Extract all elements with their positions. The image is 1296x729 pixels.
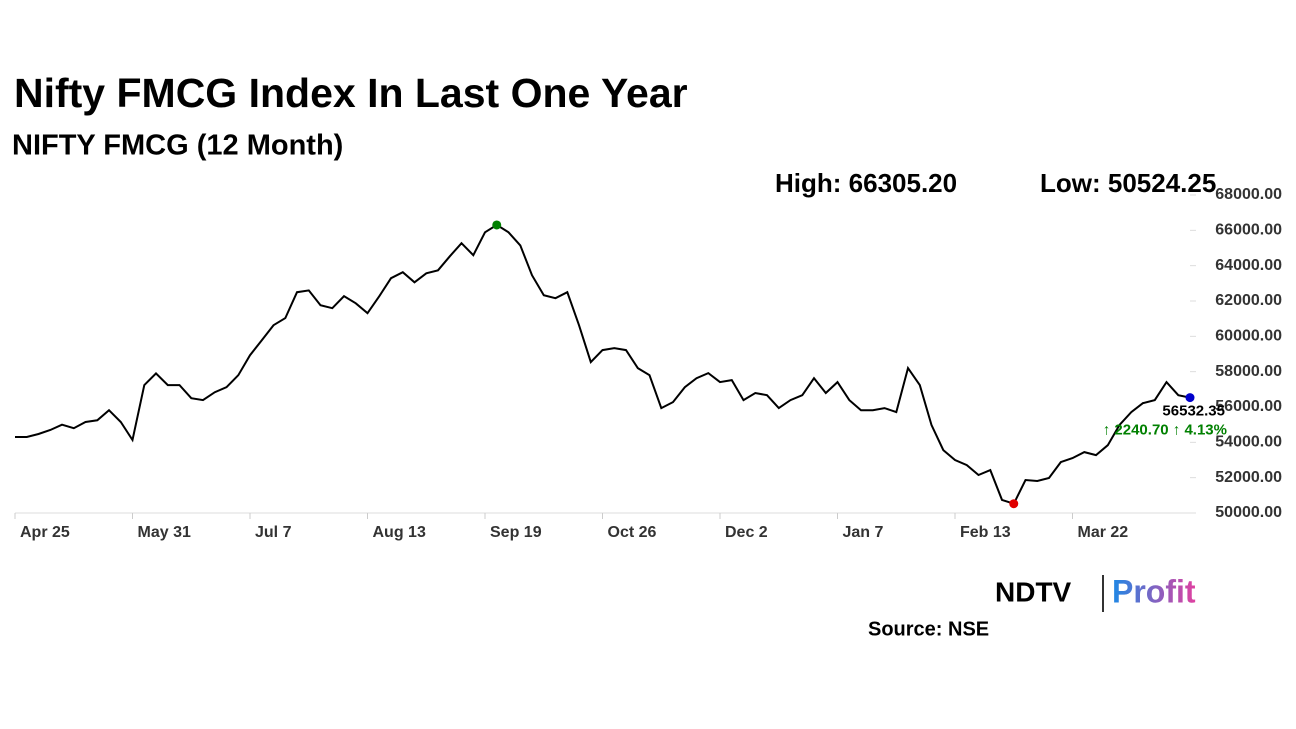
x-tick-label: Jul 7	[255, 524, 292, 541]
y-tick-label: 68000.00	[1215, 186, 1282, 203]
y-tick-label: 56000.00	[1215, 398, 1282, 415]
logo-ndtv: NDTV	[995, 576, 1072, 607]
line	[15, 223, 1191, 505]
chart-title: Nifty FMCG Index In Last One Year	[14, 70, 688, 116]
x-tick-label: Sep 19	[490, 524, 542, 541]
logo-profit: Profit	[1112, 573, 1196, 609]
marker	[492, 220, 502, 230]
x-tick-label: Oct 26	[608, 524, 657, 541]
x-tick-label: Aug 13	[373, 524, 426, 541]
y-tick-label: 50000.00	[1215, 504, 1282, 521]
y-tick-label: 58000.00	[1215, 363, 1282, 380]
marker	[1009, 499, 1019, 509]
change-label: ↑ 2240.70 ↑ 4.13%	[1103, 422, 1227, 439]
x-tick-label: Dec 2	[725, 524, 768, 541]
y-tick-label: 66000.00	[1215, 222, 1282, 239]
marker	[1185, 393, 1195, 403]
x-tick-label: Feb 13	[960, 524, 1011, 541]
chart-subtitle: NIFTY FMCG (12 Month)	[12, 130, 343, 162]
last-value-label: 56532.35	[1162, 403, 1225, 420]
x-tick-label: May 31	[138, 524, 191, 541]
y-tick-label: 54000.00	[1215, 434, 1282, 451]
y-tick-label: 60000.00	[1215, 328, 1282, 345]
x-tick-label: Apr 25	[20, 524, 70, 541]
x-tick-label: Jan 7	[843, 524, 884, 541]
y-tick-label: 52000.00	[1215, 469, 1282, 486]
x-tick-label: Mar 22	[1078, 524, 1129, 541]
y-tick-label: 64000.00	[1215, 257, 1282, 274]
low-label: Low: 50524.25	[1040, 168, 1216, 198]
high-label: High: 66305.20	[775, 168, 957, 198]
y-tick-label: 62000.00	[1215, 292, 1282, 309]
source: Source: NSE	[868, 618, 989, 640]
